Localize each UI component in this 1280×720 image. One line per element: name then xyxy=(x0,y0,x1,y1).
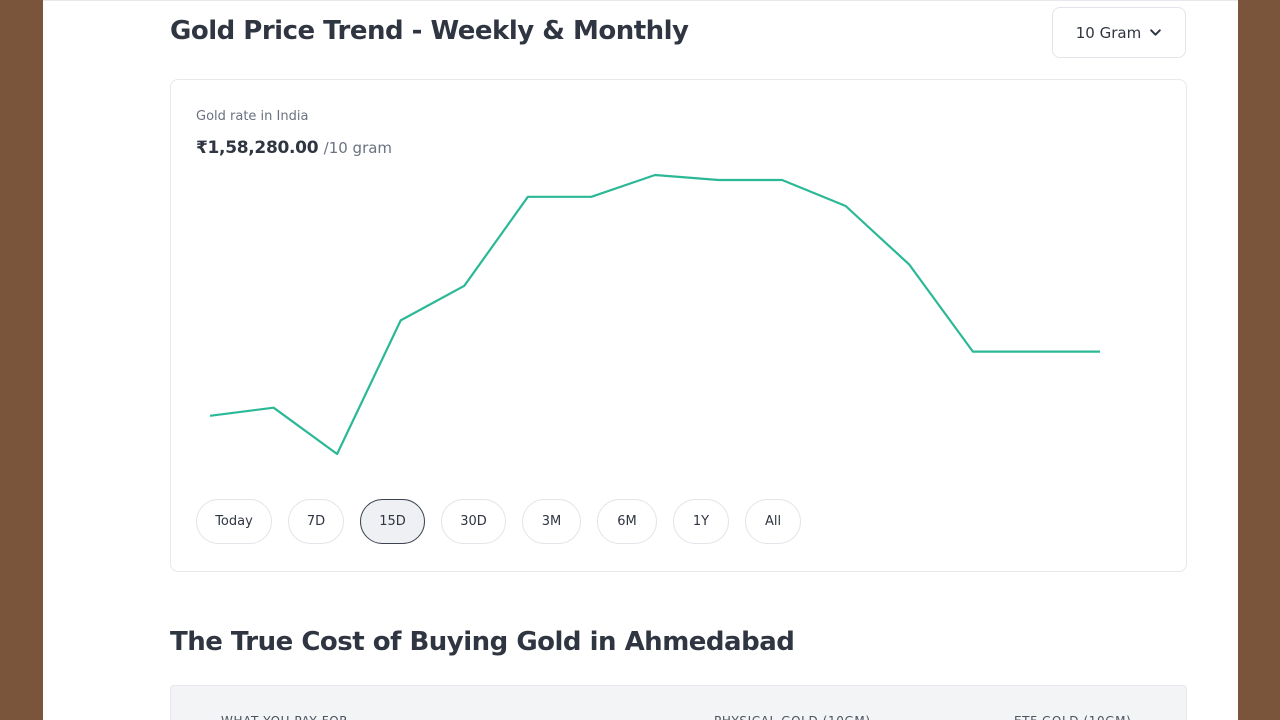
range-button-today[interactable]: Today xyxy=(196,499,272,544)
unit-dropdown[interactable]: 10 Gram xyxy=(1052,7,1186,58)
data-point-3[interactable] xyxy=(397,316,405,324)
chevron-down-icon xyxy=(1150,29,1162,36)
range-button-7d[interactable]: 7D xyxy=(288,499,344,544)
table-header-1: PHYSICAL GOLD (10GM) xyxy=(714,714,871,720)
data-point-11[interactable] xyxy=(905,261,913,269)
page-content: Gold Price Trend - Weekly & Monthly 10 G… xyxy=(43,0,1238,720)
table-header-2: ETF GOLD (10GM) xyxy=(1014,714,1131,720)
top-divider xyxy=(43,0,1238,1)
rate-value: ₹1,58,280.00 /10 gram xyxy=(196,138,392,158)
rate-unit: /10 gram xyxy=(323,139,393,157)
data-point-9[interactable] xyxy=(778,176,786,184)
data-point-14[interactable] xyxy=(1096,348,1104,356)
unit-dropdown-label: 10 Gram xyxy=(1075,23,1142,42)
table-header-0: WHAT YOU PAY FOR xyxy=(221,714,348,720)
range-button-3m[interactable]: 3M xyxy=(522,499,581,544)
data-point-5[interactable] xyxy=(524,193,532,201)
range-button-30d[interactable]: 30D xyxy=(441,499,506,544)
data-point-6[interactable] xyxy=(587,193,595,201)
series-line xyxy=(209,173,1100,456)
data-point-12[interactable] xyxy=(969,348,977,356)
page-title: Gold Price Trend - Weekly & Monthly xyxy=(170,16,689,46)
range-selector: Today 7D 15D 30D 3M 6M 1Y All xyxy=(196,499,801,544)
data-point-4[interactable] xyxy=(460,282,468,290)
cost-table: WHAT YOU PAY FOR PHYSICAL GOLD (10GM) ETF … xyxy=(170,685,1187,720)
range-button-15d[interactable]: 15D xyxy=(360,499,425,544)
price-chart-card: Gold rate in India ₹1,58,280.00 /10 gram… xyxy=(170,79,1187,572)
data-point-13[interactable] xyxy=(1032,348,1040,356)
data-point-0[interactable] xyxy=(206,412,214,420)
data-point-10[interactable] xyxy=(842,202,850,210)
data-point-1[interactable] xyxy=(270,404,278,412)
rate-amount: ₹1,58,280.00 xyxy=(196,138,319,158)
data-point-8[interactable] xyxy=(715,176,723,184)
range-button-all[interactable]: All xyxy=(745,499,801,544)
rate-label: Gold rate in India xyxy=(196,109,309,124)
price-trend-chart xyxy=(206,171,1104,458)
section-title: The True Cost of Buying Gold in Ahmedaba… xyxy=(170,627,795,657)
range-button-1y[interactable]: 1Y xyxy=(673,499,729,544)
data-point-7[interactable] xyxy=(651,171,659,179)
data-point-2[interactable] xyxy=(333,450,341,458)
range-button-6m[interactable]: 6M xyxy=(597,499,657,544)
